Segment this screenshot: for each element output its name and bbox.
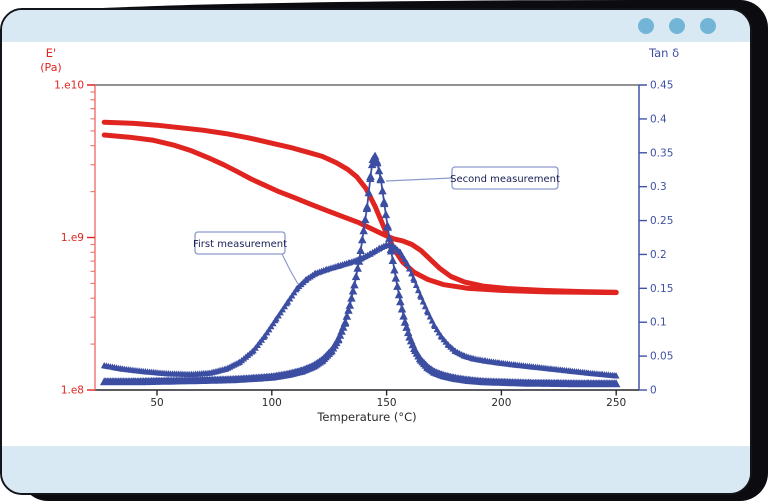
right-axis-tick-label: 0.35 — [650, 147, 673, 159]
x-axis-tick-label: 200 — [491, 397, 511, 409]
right-axis-tick-label: 0.45 — [650, 80, 673, 92]
annotation-label: First measurement — [193, 239, 287, 250]
annotation-box — [451, 166, 559, 190]
right-axis-tick-label: 0 — [650, 385, 657, 397]
x-axis-title: Temperature (°C) — [316, 410, 416, 424]
left-axis-tick-label: 1.e10 — [54, 80, 84, 92]
x-axis-tick-label: 150 — [377, 397, 397, 409]
x-axis-tick-label: 100 — [262, 397, 282, 409]
curve-e-second-measurement — [101, 119, 619, 296]
right-axis-tick-label: 0.1 — [650, 317, 667, 329]
chart-area: 1.e10 1.e9 1.e8 E' (Pa) 0.45 0.4 0.35 0.3 0.25 0.2… — [2, 42, 750, 446]
annotation-label: Second measurement — [450, 174, 560, 185]
x-axis-tick-label: 50 — [150, 397, 163, 409]
window-control-dot-icon[interactable] — [700, 18, 716, 34]
annotation-leader-line — [385, 177, 453, 182]
window-control-dot-icon[interactable] — [638, 18, 654, 34]
right-axis-tick-label: 0.2 — [650, 249, 667, 261]
left-axis-units: (Pa) — [40, 61, 61, 74]
window-titlebar — [2, 10, 750, 42]
window-control-dot-icon[interactable] — [669, 18, 685, 34]
right-axis-tick-label: 0.3 — [650, 181, 667, 193]
app-window: 1.e10 1.e9 1.e8 E' (Pa) 0.45 0.4 0.35 0.3 0.25 0.2… — [0, 8, 752, 495]
annotation-leader-line — [281, 253, 299, 285]
left-axis-tick-label: 1.e8 — [61, 385, 84, 397]
curve-e-first-measurement — [101, 132, 619, 295]
right-axis-tick-label: 0.25 — [650, 215, 673, 227]
annotation-box — [194, 231, 286, 255]
left-axis-title: E' — [46, 46, 56, 60]
right-axis-tick-label: 0.05 — [650, 351, 673, 363]
x-axis-tick-label: 250 — [606, 397, 626, 409]
triangle-markers-tan-second-measurement — [100, 151, 621, 388]
right-axis-tick-label: 0.15 — [650, 283, 673, 295]
dma-chart: 1.e10 1.e9 1.e8 E'(Pa) 0.45 0.4 0.35 0.3 0.25 0.2… — [40, 46, 679, 424]
right-axis-tick-label: 0.4 — [650, 113, 667, 125]
left-axis-tick-label: 1.e9 — [61, 232, 84, 244]
window-footer — [2, 446, 750, 493]
right-axis-title: Tan δ — [648, 46, 679, 60]
